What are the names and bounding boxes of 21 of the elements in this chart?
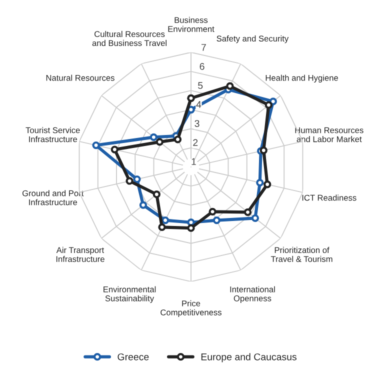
spoke-label: International Openness (230, 286, 275, 303)
y-tick-label: 5 (198, 82, 203, 89)
spoke-label: Natural Resources (46, 74, 114, 81)
y-tick-label: 6 (200, 63, 204, 70)
spoke-label: Health and Hygiene (266, 74, 338, 82)
legend-label: Europe and Caucasus (201, 353, 296, 362)
y-tick-label: 3 (194, 120, 200, 127)
spoke-label: Cultural Resources and Business Travel (92, 30, 166, 46)
spoke-label: ICT Readiness (302, 194, 356, 201)
spoke-label: Safety and Security (216, 35, 289, 44)
spoke-label: Environmental Sustainability (104, 286, 156, 303)
spoke-label: Air Transport Infrastructure (56, 246, 104, 262)
y-tick-label: 4 (196, 101, 202, 108)
spoke-label: Tourist Service Infrastructure (26, 127, 80, 142)
y-tick-label: 2 (193, 139, 198, 146)
spoke-label: Business Environment (168, 16, 214, 32)
y-tick-label: 1 (192, 158, 196, 165)
spoke-label: Price Competitiveness (160, 300, 222, 318)
legend-label: Greece (118, 353, 149, 360)
spoke-label: Prioritization of Travel & Tourism (270, 246, 332, 262)
y-tick-label: 7 (201, 44, 206, 51)
